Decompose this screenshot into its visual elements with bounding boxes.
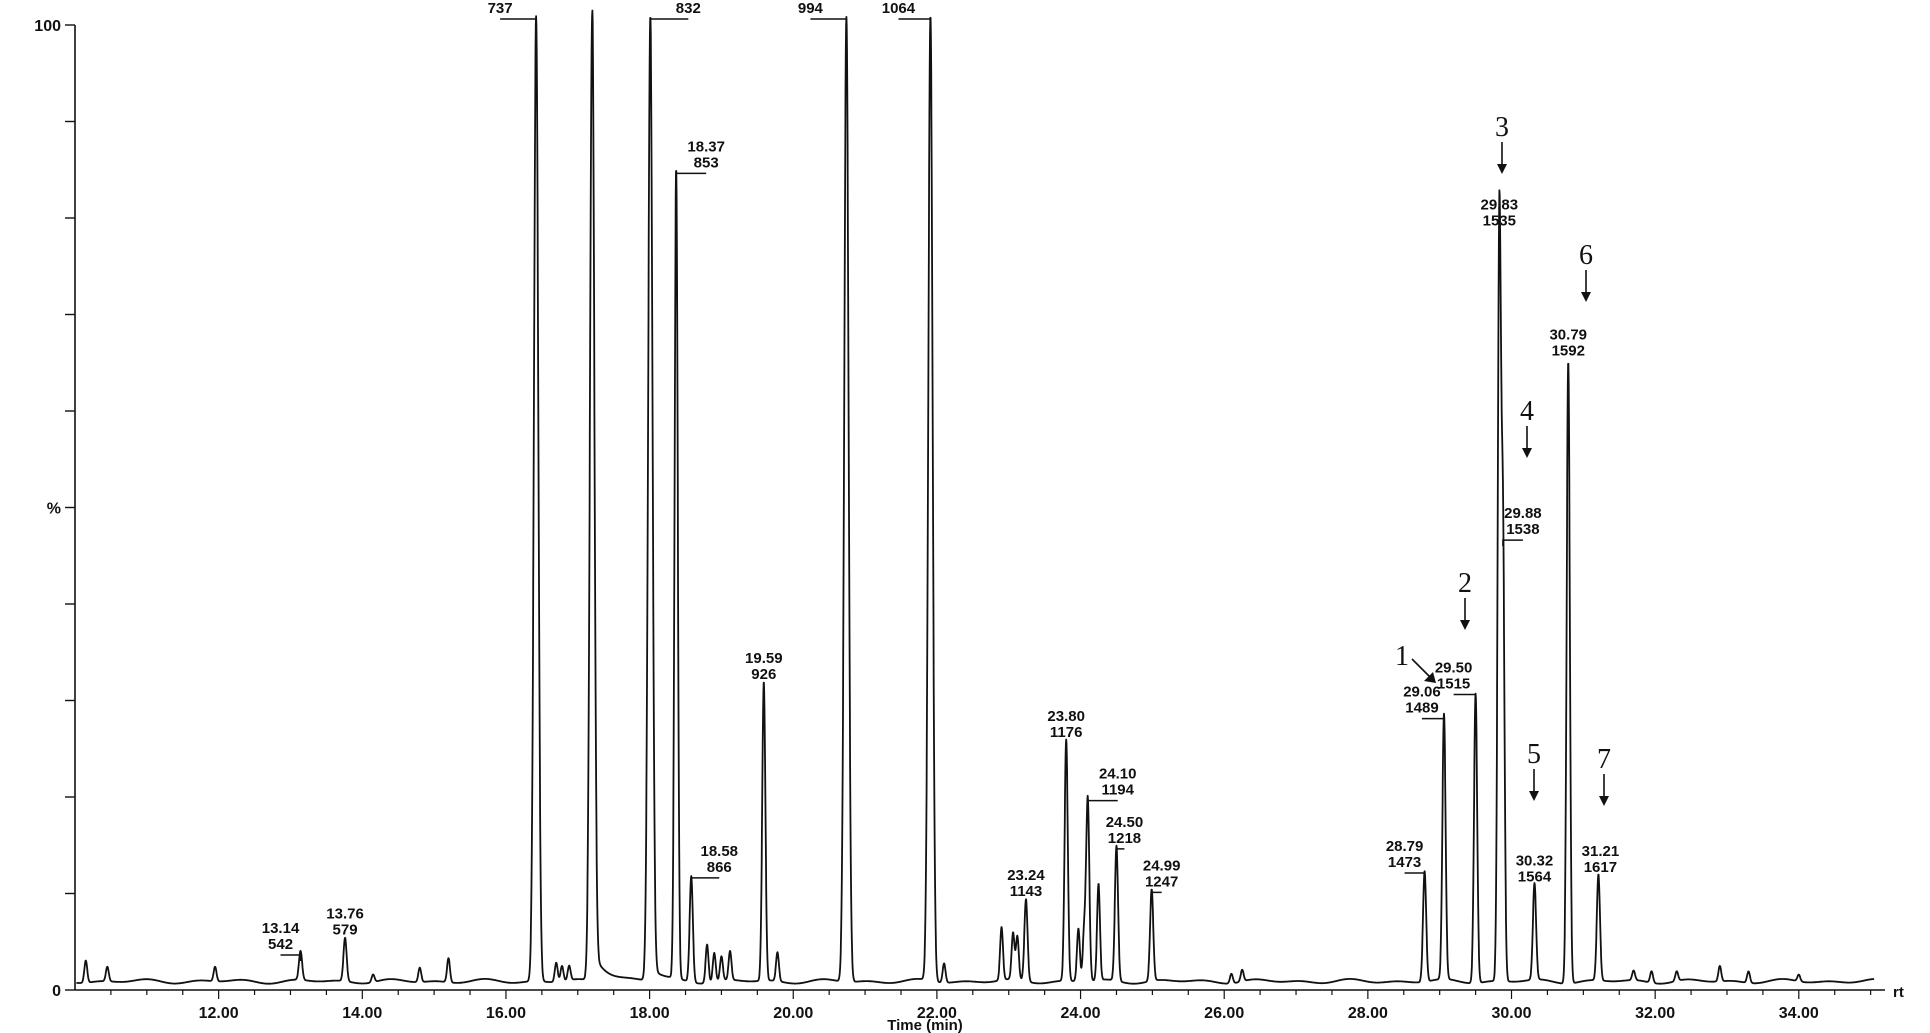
compound-marker-arrowhead (1424, 672, 1436, 683)
compound-marker-arrowhead (1460, 620, 1470, 630)
peak-rt-label: 29.88 (1504, 505, 1542, 522)
compound-marker-arrowhead (1599, 796, 1609, 806)
compound-marker-arrowhead (1522, 448, 1532, 458)
peak-rt-label: 30.32 (1516, 853, 1554, 870)
peak-ri-label: 1592 (1552, 343, 1585, 360)
compound-marker-label: 3 (1495, 112, 1509, 143)
compound-marker-label: 7 (1597, 744, 1611, 775)
peak-ri-label: 926 (751, 666, 776, 683)
peak-ri-label: 866 (707, 859, 732, 876)
compound-marker-label: 5 (1527, 739, 1541, 770)
y-axis-ticks: 100% 0 (34, 18, 75, 1000)
x-axis-ticks: 12.00 14.00 16.00 18.00 20.00 22.00 24.00 26.00… (110, 990, 1872, 1022)
x-tick-label: 28.00 (1348, 1005, 1388, 1022)
compound-marker-arrowhead (1497, 164, 1507, 174)
peak-rt-label: 18.37 (687, 138, 725, 155)
peak-rt-label: 18.01 (670, 0, 708, 1)
peak-ri-label: 1473 (1388, 854, 1421, 871)
peak-leader (1404, 872, 1426, 880)
peak-ri-label: 1538 (1506, 521, 1539, 538)
x-tick-label: 26.00 (1204, 1005, 1244, 1022)
peak-leader (690, 877, 720, 884)
peak-rt-label: 13.14 (262, 920, 300, 937)
compound-marker-label: 4 (1520, 396, 1534, 427)
peak-rt-label: 24.10 (1099, 766, 1137, 783)
peak-ri-label: 1617 (1584, 859, 1617, 876)
peak-ri-label: 1489 (1405, 700, 1438, 717)
compound-marker-label: 6 (1579, 240, 1593, 271)
x-axis-title: Time (min) (887, 1017, 963, 1033)
x-tick-label: 32.00 (1635, 1005, 1675, 1022)
peak-rt-label: 20.74 (792, 0, 830, 1)
peak-labels: 13.1454213.7657916.4273718.0183218.37853… (262, 0, 1620, 962)
peak-rt-label: 24.99 (1143, 857, 1181, 874)
peak-ri-label: 1535 (1483, 212, 1516, 229)
x-tick-label: 20.00 (773, 1005, 813, 1022)
peak-rt-label: 23.80 (1047, 708, 1085, 725)
peak-ri-label: 1143 (1010, 883, 1043, 900)
x-axis-end-label: rt (1893, 984, 1904, 1001)
peak-leader (898, 18, 932, 25)
chromatogram-trace (75, 9, 1875, 985)
x-tick-label: 12.00 (199, 1005, 239, 1022)
x-tick-label: 14.00 (342, 1005, 382, 1022)
peak-ri-label: 832 (676, 0, 701, 17)
peak-ri-label: 1064 (882, 0, 916, 17)
compound-marker-arrowhead (1529, 791, 1539, 801)
peak-rt-label: 28.79 (1386, 838, 1424, 855)
compound-marker-label: 1 (1395, 641, 1409, 672)
compound-marker-arrowhead (1581, 292, 1591, 302)
peak-leader (649, 18, 689, 25)
peak-rt-label: 30.79 (1549, 327, 1587, 344)
peak-ri-label: 737 (488, 0, 513, 17)
peak-leader (1421, 717, 1445, 725)
peak-rt-label: 29.83 (1481, 196, 1519, 213)
peak-ri-label: 994 (798, 0, 824, 17)
compound-marker-arrow (1411, 658, 1433, 680)
x-tick-label: 24.00 (1061, 1005, 1101, 1022)
peak-rt-label: 29.50 (1435, 660, 1473, 677)
peak-leader (1115, 848, 1125, 855)
x-tick-label: 22.00 (917, 1005, 957, 1022)
y-tick-label: % (47, 501, 61, 518)
peak-ri-label: 1176 (1050, 724, 1083, 741)
x-tick-label: 30.00 (1491, 1005, 1531, 1022)
peak-ri-label: 1194 (1101, 782, 1134, 799)
x-tick-label: 18.00 (630, 1005, 670, 1022)
peak-leader (1453, 693, 1477, 701)
x-tick-label: 16.00 (486, 1005, 526, 1022)
x-tick-label: 34.00 (1779, 1005, 1819, 1022)
peak-rt-label: 18.58 (700, 843, 738, 860)
peak-ri-label: 853 (694, 154, 719, 171)
peak-leader (500, 18, 537, 25)
peak-ri-label: 1515 (1437, 676, 1470, 693)
peak-leader (1150, 891, 1162, 899)
peak-leader (675, 172, 707, 180)
peak-rt-label: 23.24 (1007, 867, 1045, 884)
peak-rt-label: 13.76 (326, 906, 364, 923)
peak-ri-label: 542 (268, 936, 293, 953)
peak-rt-label: 24.50 (1106, 814, 1144, 831)
peak-rt-label: 16.42 (481, 0, 519, 1)
peak-leader (1086, 799, 1118, 807)
peak-ri-label: 1218 (1108, 830, 1141, 847)
peak-leader (810, 18, 848, 25)
peak-leader (1502, 539, 1523, 547)
y-tick-label: 0 (52, 983, 61, 1000)
peak-ri-label: 1564 (1518, 869, 1552, 886)
y-tick-label: 100 (34, 18, 61, 35)
compound-markers: 1 2 3 4 5 6 7 (1395, 112, 1611, 806)
peak-rt-label: 29.06 (1403, 684, 1441, 701)
peak-leader (280, 954, 302, 962)
compound-marker-label: 2 (1458, 568, 1472, 599)
peak-rt-label: 21.91 (880, 0, 918, 1)
peak-ri-label: 579 (333, 922, 358, 939)
peak-ri-label: 1247 (1145, 873, 1178, 890)
peak-rt-label: 19.59 (745, 650, 783, 667)
peak-rt-label: 31.21 (1582, 843, 1620, 860)
